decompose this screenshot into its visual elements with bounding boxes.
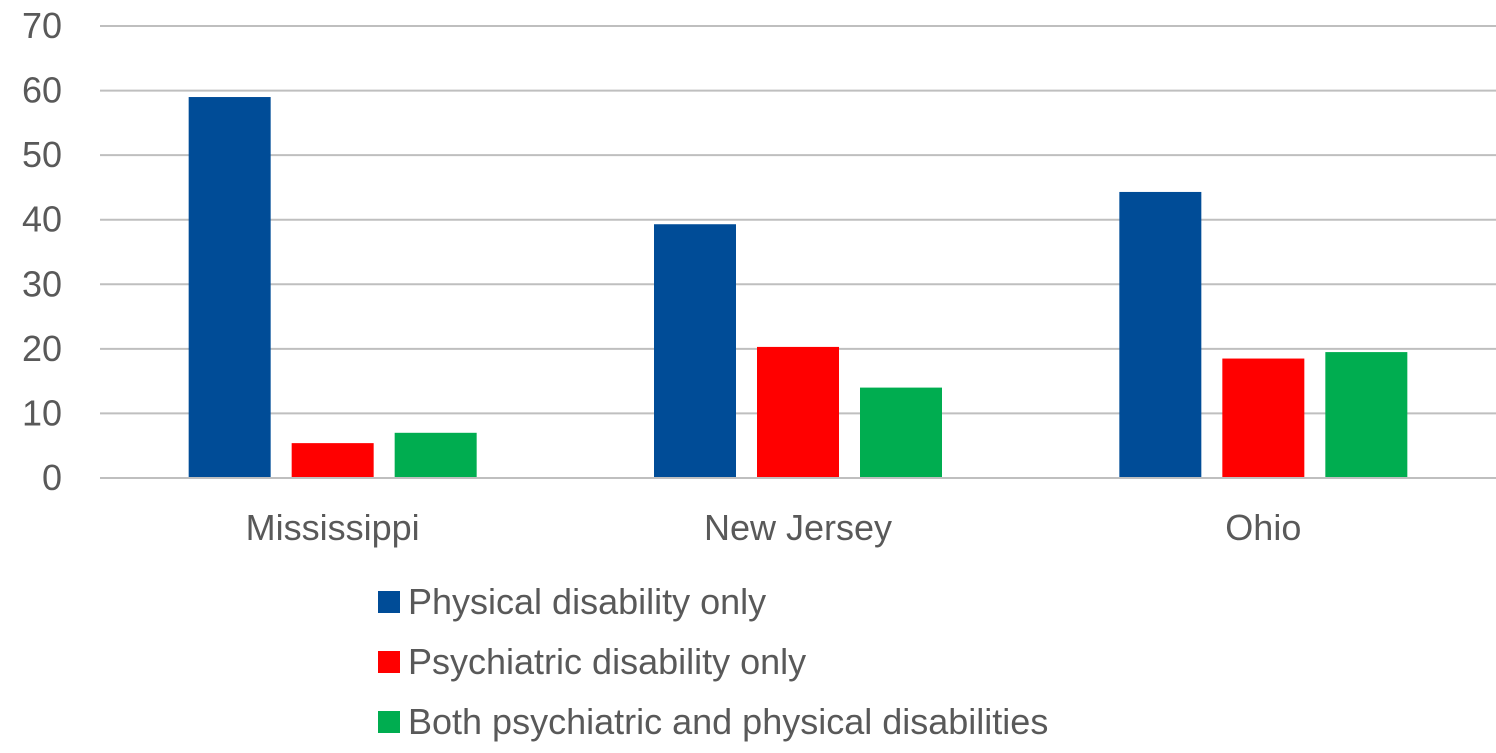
- legend-item: Both psychiatric and physical disabiliti…: [378, 701, 1048, 742]
- legend-swatch: [378, 591, 400, 613]
- bar: [1222, 358, 1305, 478]
- bar: [654, 224, 736, 478]
- x-tick-label: New Jersey: [704, 507, 892, 548]
- y-tick-label: 30: [22, 263, 62, 304]
- legend-item: Physical disability only: [378, 581, 766, 622]
- bar: [1325, 352, 1408, 478]
- bar: [757, 346, 839, 478]
- bars: [188, 97, 1408, 479]
- x-tick-label: Mississippi: [246, 507, 420, 548]
- y-tick-label: 50: [22, 134, 62, 175]
- legend-swatch: [378, 651, 400, 673]
- y-tick-label: 10: [22, 392, 62, 433]
- bar: [1119, 191, 1202, 478]
- x-tick-label: Ohio: [1225, 507, 1301, 548]
- y-tick-label: 60: [22, 70, 62, 111]
- y-axis-ticks: 0 10 20 30 40 50 60 70: [22, 5, 62, 498]
- gridlines: [100, 25, 1496, 415]
- legend-item: Psychiatric disability only: [378, 641, 806, 682]
- y-tick-label: 70: [22, 5, 62, 46]
- x-axis-ticks: Mississippi New Jersey Ohio: [246, 507, 1302, 548]
- bar: [291, 443, 374, 478]
- bar: [188, 97, 271, 479]
- legend-label: Both psychiatric and physical disabiliti…: [408, 701, 1048, 742]
- bar: [394, 432, 477, 478]
- y-tick-label: 20: [22, 328, 62, 369]
- bar: [860, 387, 942, 478]
- legend: Physical disability only Psychiatric disa…: [378, 581, 1048, 742]
- y-tick-label: 0: [42, 457, 62, 498]
- legend-label: Psychiatric disability only: [408, 641, 806, 682]
- y-tick-label: 40: [22, 199, 62, 240]
- legend-label: Physical disability only: [408, 581, 766, 622]
- legend-swatch: [378, 711, 400, 733]
